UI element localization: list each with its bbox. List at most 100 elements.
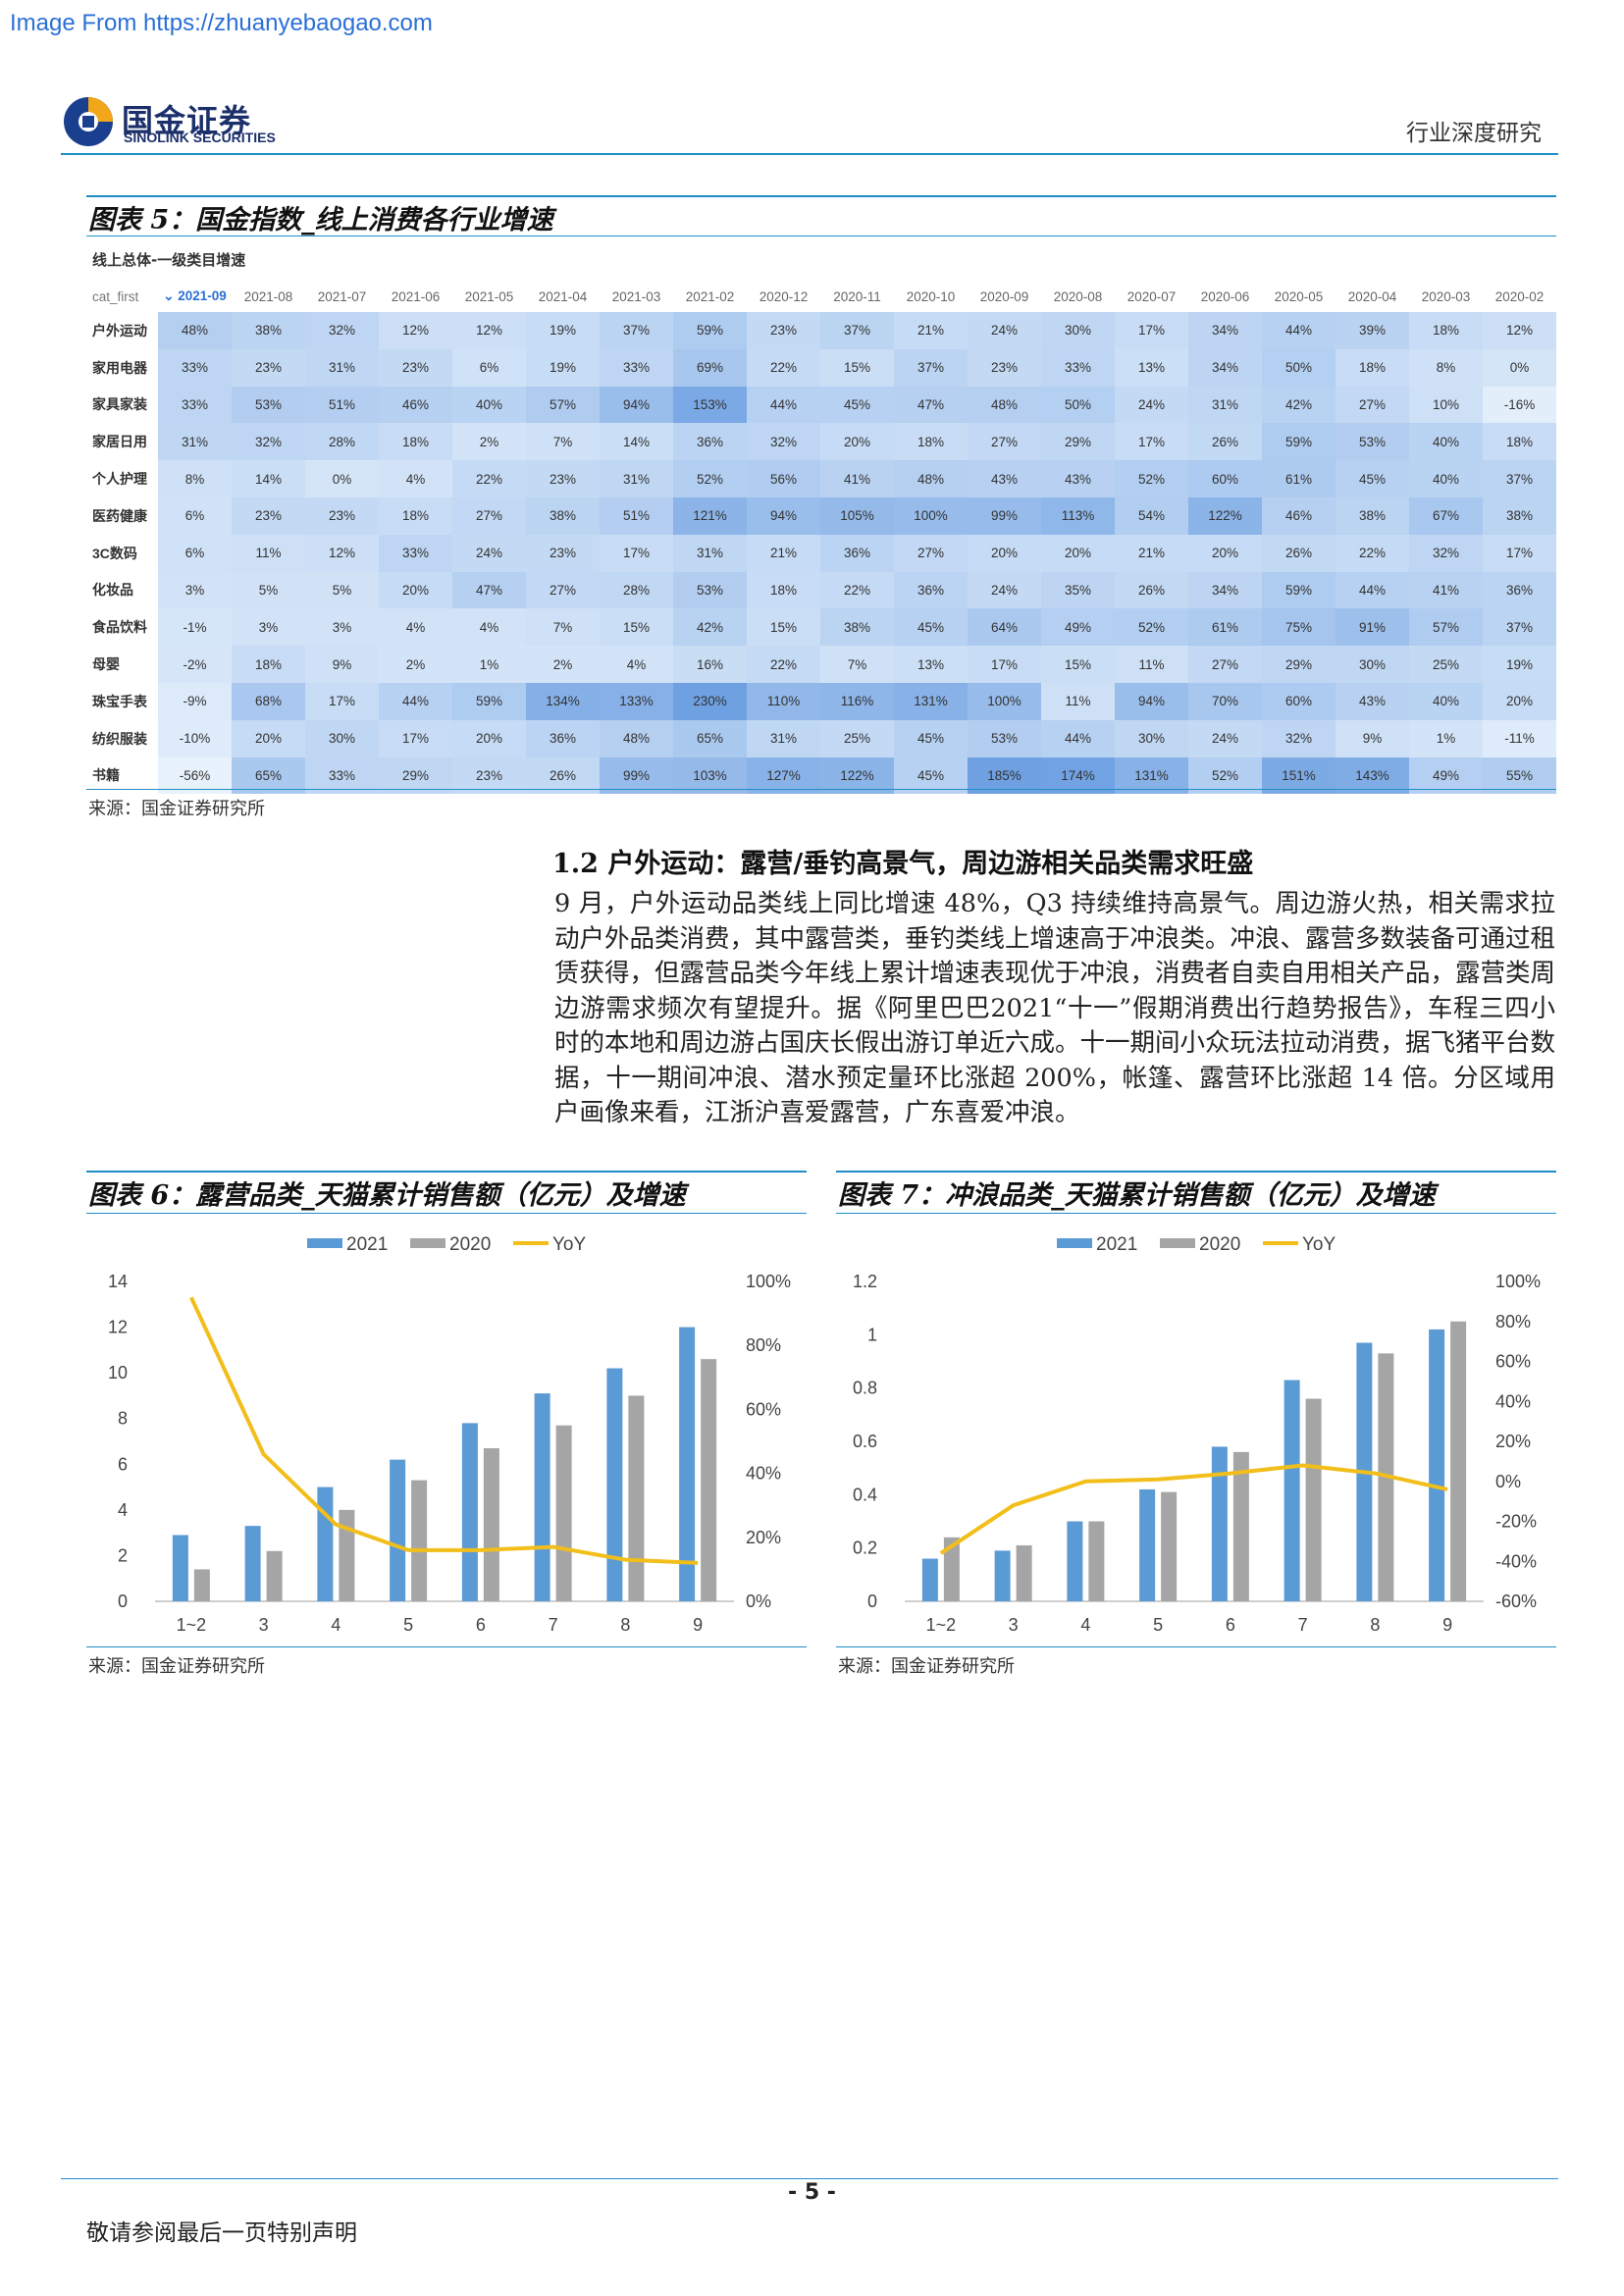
table-cell: 65% xyxy=(232,757,305,795)
table-cell: 23% xyxy=(232,348,305,387)
doc-type-label: 行业深度研究 xyxy=(1406,121,1542,146)
table-cell: 52% xyxy=(1188,757,1262,795)
x-tick-label: 1~2 xyxy=(177,1615,207,1635)
column-header[interactable]: 2020-10 xyxy=(906,288,956,304)
table-cell: 51% xyxy=(600,496,673,535)
column-header[interactable]: 2020-11 xyxy=(833,288,881,304)
table-cell: 22% xyxy=(820,571,894,609)
table-cell: 0% xyxy=(1483,348,1556,387)
row-category: 3C数码 xyxy=(86,534,158,572)
table-cell: 4% xyxy=(600,646,673,683)
table-cell: 18% xyxy=(1483,423,1556,461)
figure5-bottom-rule xyxy=(86,789,1556,790)
y-left-tick-label: 10 xyxy=(108,1363,128,1383)
table-cell: 4% xyxy=(452,608,526,647)
legend-label: 2020 xyxy=(449,1234,491,1255)
column-header[interactable]: 2021-02 xyxy=(685,288,735,304)
figure7-title-rule xyxy=(836,1213,1556,1214)
table-cell: 15% xyxy=(747,608,820,647)
table-cell: 25% xyxy=(820,719,894,757)
table-cell: 24% xyxy=(1188,719,1262,757)
table-cell: 13% xyxy=(1115,348,1188,387)
column-header[interactable]: 2020-07 xyxy=(1126,288,1177,304)
table-cell: 26% xyxy=(1262,534,1336,572)
y-left-tick-label: 0.6 xyxy=(853,1432,877,1451)
column-header[interactable]: 2021-04 xyxy=(538,288,588,304)
figure6-title: 图表 6：露营品类_天猫累计销售额（亿元）及增速 xyxy=(88,1180,686,1211)
column-header[interactable]: 2021-07 xyxy=(317,288,367,304)
bar-2021 xyxy=(534,1393,550,1601)
column-header[interactable]: 2020-12 xyxy=(759,288,809,304)
table-cell: 2% xyxy=(452,423,526,461)
table-cell: 57% xyxy=(1409,608,1483,647)
table-cell: 1% xyxy=(452,646,526,683)
table-cell: 15% xyxy=(820,348,894,387)
column-header[interactable]: 2021-06 xyxy=(391,288,441,304)
x-tick-label: 1~2 xyxy=(926,1615,957,1635)
table-cell: 7% xyxy=(526,423,600,461)
y-left-tick-label: 0 xyxy=(118,1592,128,1611)
column-header[interactable]: ⌄ 2021-09 xyxy=(163,288,227,303)
x-tick-label: 8 xyxy=(620,1615,630,1635)
column-header[interactable]: 2021-05 xyxy=(464,288,514,304)
row-category: 化妆品 xyxy=(86,571,158,609)
table-cell: 30% xyxy=(305,719,379,757)
y-right-tick-label: -40% xyxy=(1495,1551,1537,1571)
table-cell: 6% xyxy=(452,348,526,387)
table-cell: 51% xyxy=(305,386,379,424)
table-cell: 26% xyxy=(1188,423,1262,461)
table-cell: 38% xyxy=(526,496,600,535)
table-cell: 94% xyxy=(1115,682,1188,720)
table-cell: 68% xyxy=(232,682,305,720)
table-cell: -10% xyxy=(158,719,232,757)
table-cell: 28% xyxy=(305,423,379,461)
table-cell: 41% xyxy=(820,460,894,497)
row-category: 纺织服装 xyxy=(86,719,158,757)
table-cell: 7% xyxy=(820,646,894,683)
table-cell: 7% xyxy=(526,608,600,647)
table-cell: 32% xyxy=(1409,534,1483,572)
column-header[interactable]: 2020-03 xyxy=(1421,288,1471,304)
table-cell: 8% xyxy=(1409,348,1483,387)
table-cell: 28% xyxy=(600,571,673,609)
table-cell: 23% xyxy=(379,348,452,387)
table-cell: 44% xyxy=(747,386,820,424)
table-cell: 3% xyxy=(305,608,379,647)
table-cell: 29% xyxy=(1041,423,1115,461)
table-cell: 18% xyxy=(894,423,968,461)
column-header[interactable]: 2020-04 xyxy=(1347,288,1397,304)
table-cell: 143% xyxy=(1336,757,1409,795)
x-tick-label: 9 xyxy=(1442,1615,1452,1635)
column-header[interactable]: 2021-03 xyxy=(611,288,661,304)
table-cell: 18% xyxy=(1409,312,1483,349)
table-cell: 36% xyxy=(820,534,894,572)
column-header[interactable]: 2020-05 xyxy=(1274,288,1324,304)
column-header[interactable]: 2020-08 xyxy=(1053,288,1103,304)
y-right-tick-label: 40% xyxy=(746,1464,781,1484)
table-cell: 38% xyxy=(1483,496,1556,535)
table-cell: 43% xyxy=(1336,682,1409,720)
camping-sales-chart: 0 2 4 6 8 10 12 14 0% 20% 40% 60% 80% 100% 1~2 3 4 5 6 7 8 9 2… xyxy=(108,1234,791,1635)
row-header-label: cat_first xyxy=(92,288,139,304)
sinolink-logo: 国金证券 SINOLINK SECURITIES xyxy=(61,94,296,149)
x-tick-label: 5 xyxy=(1153,1615,1163,1635)
table-cell: 38% xyxy=(232,312,305,349)
table-cell: 9% xyxy=(305,646,379,683)
column-header[interactable]: 2020-09 xyxy=(979,288,1029,304)
y-left-tick-label: 0.4 xyxy=(853,1485,877,1504)
table-cell: 110% xyxy=(747,682,820,720)
logo-text-en: SINOLINK SECURITIES xyxy=(124,130,276,145)
column-header[interactable]: 2021-08 xyxy=(243,288,293,304)
x-tick-label: 3 xyxy=(1009,1615,1019,1635)
table-cell: 48% xyxy=(600,719,673,757)
table-cell: 15% xyxy=(600,608,673,647)
table-cell: 31% xyxy=(1188,386,1262,424)
table-cell: 49% xyxy=(1409,757,1483,795)
figure6-bottom-rule xyxy=(86,1646,807,1647)
table-cell: 23% xyxy=(452,757,526,795)
table-cell: 17% xyxy=(1483,534,1556,572)
table-cell: -16% xyxy=(1483,386,1556,424)
column-header[interactable]: 2020-06 xyxy=(1200,288,1250,304)
table-cell: 113% xyxy=(1041,496,1115,535)
column-header[interactable]: 2020-02 xyxy=(1494,288,1545,304)
